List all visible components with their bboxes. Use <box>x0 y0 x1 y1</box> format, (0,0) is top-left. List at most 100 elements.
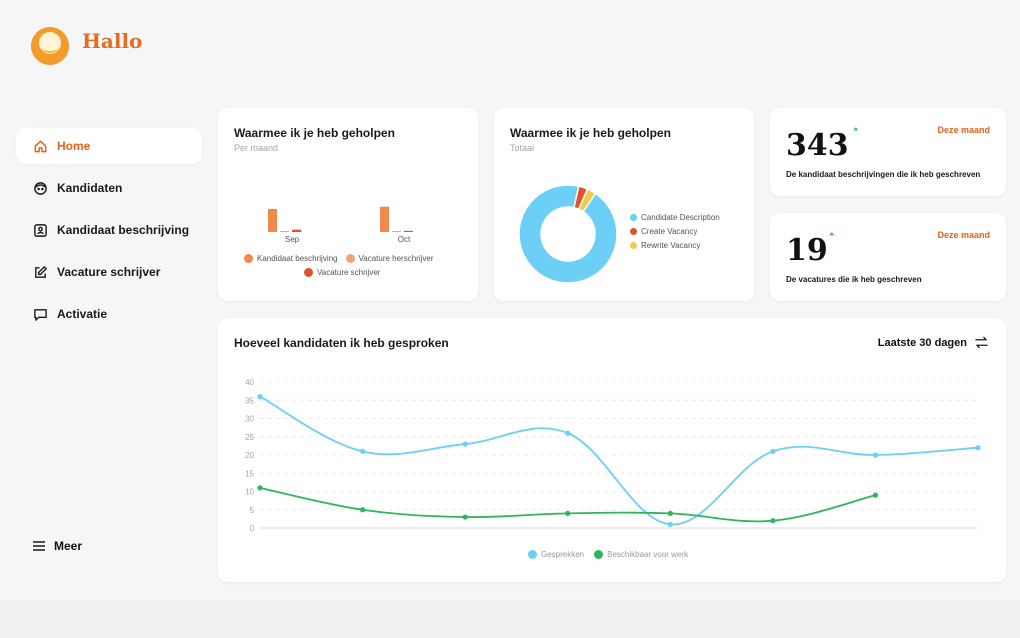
trend-up-icon: ⌃ ⌃ <box>852 126 860 137</box>
bar-legend-row-2: Vacature schrijver <box>304 268 380 277</box>
x-tick-label: Oct <box>398 235 411 244</box>
y-tick-label: 30 <box>245 415 254 424</box>
swap-icon <box>975 336 988 349</box>
donut-slice <box>518 184 618 284</box>
stat-period: Deze maand <box>937 230 990 240</box>
stat-description: De vacatures die ik heb geschreven <box>786 275 922 284</box>
series-line <box>259 486 876 523</box>
conversations-card: Hoeveel kandidaten ik heb gesproken Laat… <box>218 318 1006 582</box>
sidebar-item-home[interactable]: Home <box>16 128 202 164</box>
y-tick-label: 20 <box>245 451 254 460</box>
legend-swatch <box>594 550 604 559</box>
more-button[interactable]: Meer <box>32 539 82 553</box>
card-subtitle: Totaal <box>510 143 535 153</box>
data-point <box>770 448 776 454</box>
id-card-icon <box>32 222 48 238</box>
bar-legend-row-1: Kandidaat beschrijving Vacature herschri… <box>244 254 434 263</box>
date-range-selector[interactable]: Laatste 30 dagen <box>878 336 988 349</box>
stat-value: 343 <box>786 128 849 163</box>
monthly-bar-chart: Sep Oct <box>268 206 413 244</box>
more-label: Meer <box>54 539 83 553</box>
sidebar-item-label: Home <box>57 139 91 153</box>
sidebar-item-vacature-schrijver[interactable]: Vacature schrijver <box>16 254 202 290</box>
stat-value: 19 <box>786 233 828 268</box>
logo-icon <box>30 26 70 66</box>
y-tick-label: 40 <box>245 378 254 387</box>
data-point <box>359 507 366 513</box>
data-point <box>257 485 263 491</box>
face-icon <box>32 180 48 196</box>
y-tick-label: 5 <box>250 506 255 515</box>
total-donut-chart <box>518 184 618 284</box>
home-icon <box>32 138 48 154</box>
series-line <box>259 395 979 526</box>
x-tick-label: Sep <box>285 235 300 244</box>
sidebar-item-label: Activatie <box>57 307 108 321</box>
legend-label: Gesprekken <box>541 550 585 559</box>
bar <box>380 206 389 232</box>
legend-label: Kandidaat beschrijving <box>257 254 338 263</box>
legend-label: Beschikbaar voor werk <box>607 550 689 559</box>
edit-icon <box>32 264 48 280</box>
sidebar-item-label: Kandidaten <box>57 181 123 195</box>
footer-band <box>0 600 1020 638</box>
legend-label: Rewrite Vacancy <box>641 241 701 250</box>
sidebar-item-kandidaten[interactable]: Kandidaten <box>16 170 202 206</box>
legend-label: Vacature schrijver <box>317 268 381 277</box>
y-tick-label: 25 <box>245 433 254 442</box>
card-subtitle: Per maand <box>234 143 279 153</box>
card-title: Hoeveel kandidaten ik heb gesproken <box>234 336 449 350</box>
data-point <box>462 514 468 520</box>
sidebar-item-kandidaat-beschrijving[interactable]: Kandidaat beschrijving <box>16 212 202 248</box>
data-point <box>462 441 468 447</box>
legend-swatch <box>630 214 637 221</box>
legend-label: Create Vacancy <box>641 227 698 236</box>
data-point <box>770 518 776 524</box>
total-help-card: Waarmee ik je heb geholpen Totaal Candid… <box>494 108 754 301</box>
legend-label: Candidate Description <box>641 213 720 222</box>
bar <box>268 209 277 232</box>
data-point <box>565 510 571 516</box>
line-legend: Gesprekken Beschikbaar voor werk <box>528 550 688 559</box>
card-title: Waarmee ik je heb geholpen <box>510 126 671 140</box>
sidebar-item-activatie[interactable]: Activatie <box>16 296 202 332</box>
legend-swatch <box>345 254 355 263</box>
stat-card-vacancies: 19 ⌃ ⌃ Deze maand De vacatures die ik heb… <box>770 213 1006 301</box>
legend-swatch <box>304 268 313 277</box>
data-point <box>257 394 263 400</box>
monthly-help-card: Waarmee ik je heb geholpen Per maand Sep… <box>218 108 478 301</box>
y-tick-label: 35 <box>245 396 254 405</box>
sidebar-item-label: Kandidaat beschrijving <box>57 223 190 237</box>
y-tick-label: 0 <box>250 524 255 533</box>
legend-swatch <box>244 254 253 263</box>
data-point <box>565 430 571 436</box>
conversations-line-chart: 0 5 10 15 20 25 30 35 40 <box>245 378 981 533</box>
donut-legend-item: Candidate Description <box>630 213 720 222</box>
date-range-label: Laatste 30 dagen <box>877 336 967 349</box>
data-point <box>667 521 673 527</box>
chat-icon <box>32 306 48 322</box>
bar <box>392 231 401 232</box>
data-point <box>359 448 366 454</box>
legend-swatch <box>528 550 537 559</box>
bar <box>404 230 413 232</box>
donut-legend-item: Create Vacancy <box>630 227 697 236</box>
data-point <box>872 452 879 458</box>
bar <box>292 229 301 232</box>
sidebar-nav: Home Kandidaten Kandidaat beschrijving V… <box>16 128 202 338</box>
data-point <box>667 510 673 516</box>
stat-period: Deze maand <box>937 125 990 135</box>
app-logo[interactable]: Hallo <box>30 26 142 66</box>
data-point <box>975 445 981 451</box>
y-tick-label: 15 <box>245 469 254 478</box>
legend-swatch <box>630 242 637 249</box>
app-name: Hallo <box>82 29 143 53</box>
bar <box>280 231 289 232</box>
menu-icon <box>33 541 45 551</box>
trend-up-icon: ⌃ ⌃ <box>828 231 836 242</box>
legend-swatch <box>630 228 637 235</box>
sidebar-item-label: Vacature schrijver <box>57 265 161 279</box>
donut-legend-item: Rewrite Vacancy <box>630 241 700 250</box>
legend-label: Vacature herschrijver <box>358 254 434 263</box>
data-point <box>872 492 879 498</box>
